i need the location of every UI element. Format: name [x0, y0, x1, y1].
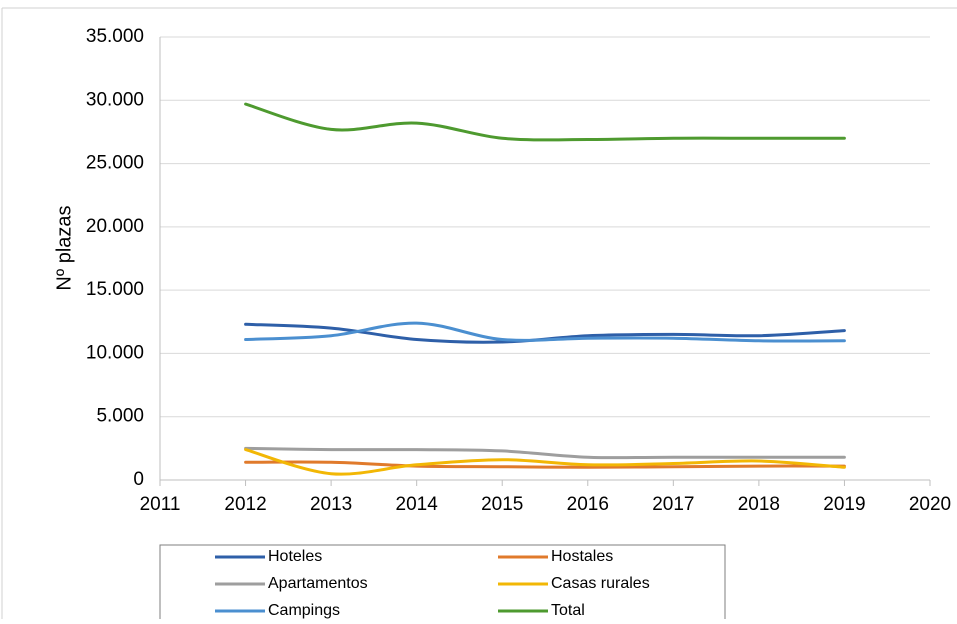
y-tick-label: 20.000 [86, 216, 144, 237]
y-tick-label: 10.000 [86, 342, 144, 363]
legend: Hoteles Hostales Apartamentos Casas rurales… [159, 544, 726, 624]
x-tick-label: 2012 [224, 494, 266, 515]
x-tick-label: 2016 [567, 494, 609, 515]
legend-label-hoteles: Hoteles [268, 548, 322, 565]
x-tick-label: 2015 [481, 494, 523, 515]
legend-label-campings: Campings [268, 602, 340, 619]
legend-label-casas-rurales: Casas rurales [551, 575, 650, 592]
y-tick-label: 5.000 [96, 406, 144, 427]
series-lines [244, 102, 846, 476]
axes: 0 5.000 10.000 15.000 20.000 25.000 30.000 35.0… [86, 26, 951, 515]
series-line-apartamentos [244, 446, 846, 460]
y-axis-label: Nº plazas [53, 205, 75, 290]
legend-label-apartamentos: Apartamentos [268, 575, 368, 592]
y-tick-label: 35.000 [86, 26, 144, 47]
x-tick-label: 2017 [652, 494, 694, 515]
x-tick-label: 2018 [738, 494, 780, 515]
x-tick-label: 2020 [909, 494, 951, 515]
series-line-total [244, 102, 846, 142]
x-tick-label: 2011 [140, 494, 181, 515]
series-line-campings [244, 321, 846, 343]
y-tick-label: 0 [133, 469, 144, 490]
y-tick-label: 25.000 [86, 153, 144, 174]
legend-label-total: Total [551, 602, 585, 619]
x-tick-label: 2019 [823, 494, 865, 515]
y-tick-label: 15.000 [86, 279, 144, 300]
x-tick-label: 2014 [396, 494, 439, 515]
legend-label-hostales: Hostales [551, 548, 613, 565]
x-tick-label: 2013 [310, 494, 352, 515]
gridlines [160, 36, 930, 418]
series-line-casas-rurales [244, 448, 846, 476]
y-tick-label: 30.000 [86, 89, 144, 110]
series-line-hostales [244, 460, 846, 469]
